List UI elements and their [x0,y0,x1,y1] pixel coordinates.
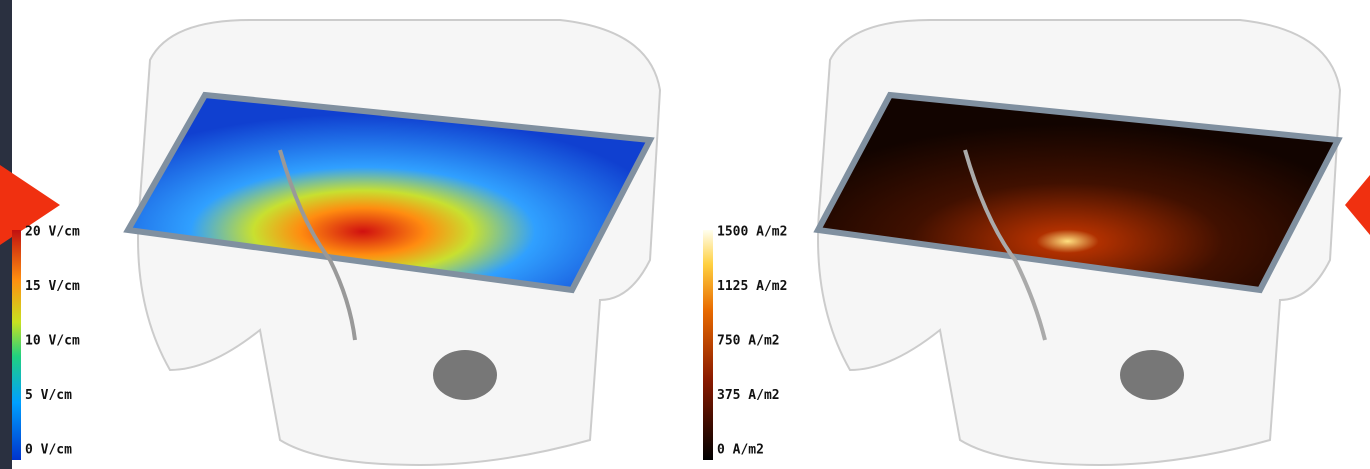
colorbar-label: 0 V/cm [25,443,72,458]
right-model [813,19,1343,467]
current-slice [813,91,1343,294]
field-slice [123,91,655,294]
colorbar-label: 5 V/cm [25,388,72,403]
colorbar [703,230,713,460]
colorbar-label: 750 A/m2 [717,334,780,349]
arrow [0,165,60,245]
colorbar-label: 0 A/m2 [717,443,764,458]
colorbar-label: 1125 A/m2 [717,279,787,294]
colorbar-label: 20 V/cm [25,225,80,240]
left-model [123,19,662,467]
colorbar-label: 15 V/cm [25,279,80,294]
colorbar-label: 10 V/cm [25,334,80,349]
lead [278,149,357,341]
lead [963,149,1047,341]
colorbar [12,230,21,460]
colorbar-label: 1500 A/m2 [717,225,787,240]
colorbar-label: 375 A/m2 [717,388,780,403]
device [433,350,497,400]
arrow [1345,175,1370,235]
colorbar-labels: 20 V/cm 15 V/cm 10 V/cm 5 V/cm 0 V/cm 1500 A/… [25,225,787,458]
device [1120,350,1184,400]
